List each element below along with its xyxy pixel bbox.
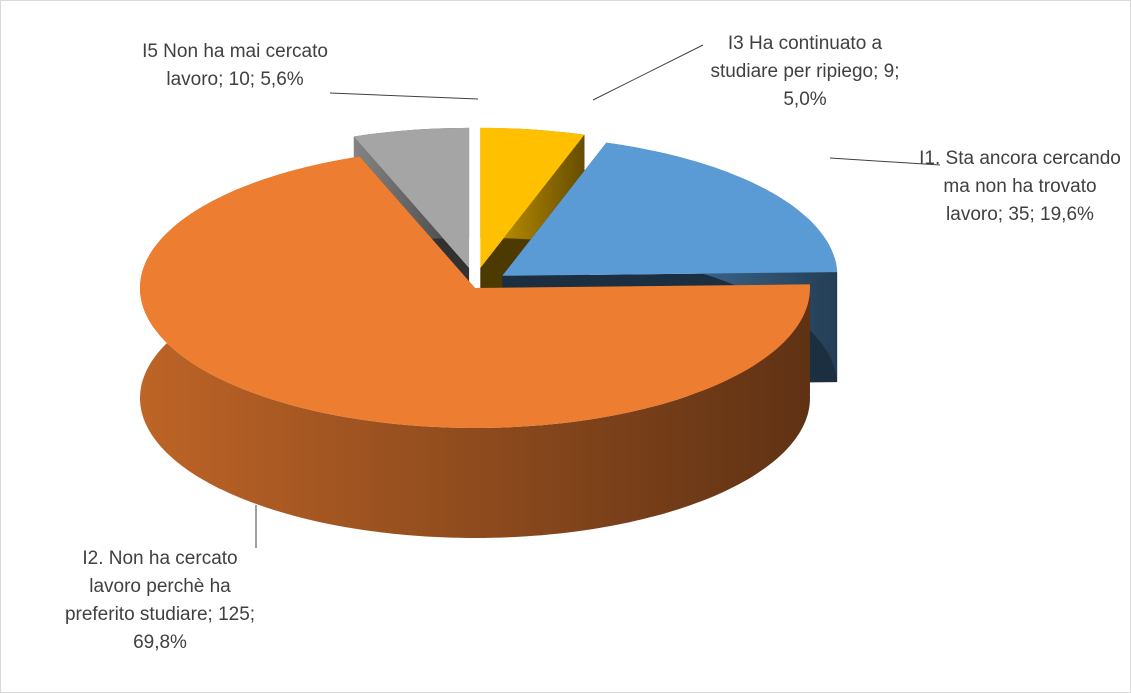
label-separator: ; <box>873 61 884 82</box>
label-value: 10; 5,6% <box>228 69 304 90</box>
data-label: I5 Non ha mai cercato lavoro; 10; 5,6% <box>130 38 340 94</box>
leader-line <box>592 44 704 101</box>
label-value: 9; 5,0% <box>783 61 905 110</box>
label-category: I5 Non ha mai cercato lavoro <box>142 41 334 90</box>
slice <box>353 127 470 268</box>
label-category: I2. Non ha cercato lavoro perchè ha pref… <box>64 548 243 625</box>
label-value: 35; 19,6% <box>1008 204 1094 225</box>
label-category: I3 Ha continuato a studiare per ripiego <box>710 33 888 82</box>
data-label: I2. Non ha cercato lavoro perchè ha pref… <box>55 545 265 657</box>
slice <box>502 142 838 276</box>
label-separator: ; <box>218 69 229 90</box>
slice <box>140 156 810 428</box>
label-category: I1. Sta ancora cercando ma non ha trovat… <box>919 148 1127 225</box>
data-label: I1. Sta ancora cercando ma non ha trovat… <box>915 145 1125 229</box>
leader-line <box>329 92 479 100</box>
label-separator: ; <box>997 204 1009 225</box>
slice <box>140 156 810 538</box>
data-label: I3 Ha continuato a studiare per ripiego;… <box>700 30 910 114</box>
label-separator: ; <box>207 604 219 625</box>
leader-line <box>829 157 941 166</box>
label-value: 125; 69,8% <box>133 604 261 653</box>
slice <box>480 127 585 268</box>
